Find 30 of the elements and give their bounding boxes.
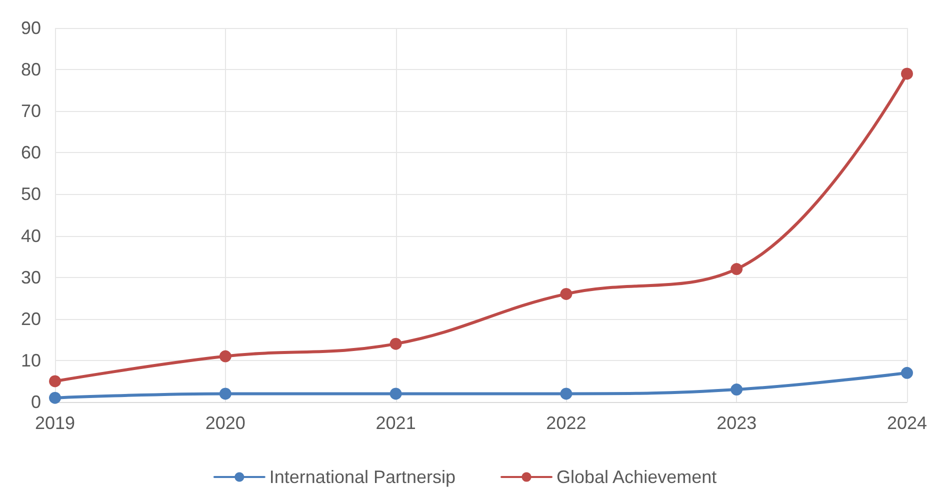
point [901,68,913,80]
y-tick-label: 70 [20,101,41,122]
point [219,388,232,400]
point [390,388,402,400]
y-tick-label: 40 [20,226,41,246]
point [730,384,743,396]
point [560,288,572,300]
x-tick-label: 2022 [546,413,586,433]
x-tick-label: 2023 [716,413,757,433]
point [730,263,743,276]
point [901,366,913,379]
x-tick-label: 2024 [886,413,928,433]
x-tick-label: 2021 [376,413,416,433]
legend-label: Global Achievement [556,467,717,487]
y-tick-label: 60 [20,142,41,163]
x-tick-label: 2020 [205,413,246,433]
y-tick-label: 10 [20,350,41,370]
point [49,375,61,388]
y-tick-label: 50 [20,184,41,204]
point [560,388,572,400]
y-tick-label: 80 [20,60,41,80]
point [219,350,232,362]
point [390,338,402,350]
y-tick-label: 30 [20,267,41,288]
y-tick-label: 0 [30,392,41,412]
x-tick-label: 2019 [34,413,76,433]
point [49,392,61,404]
y-tick-label: 90 [20,18,41,38]
y-tick-label: 20 [20,308,41,329]
legend-label: International Partnersip [269,467,456,487]
